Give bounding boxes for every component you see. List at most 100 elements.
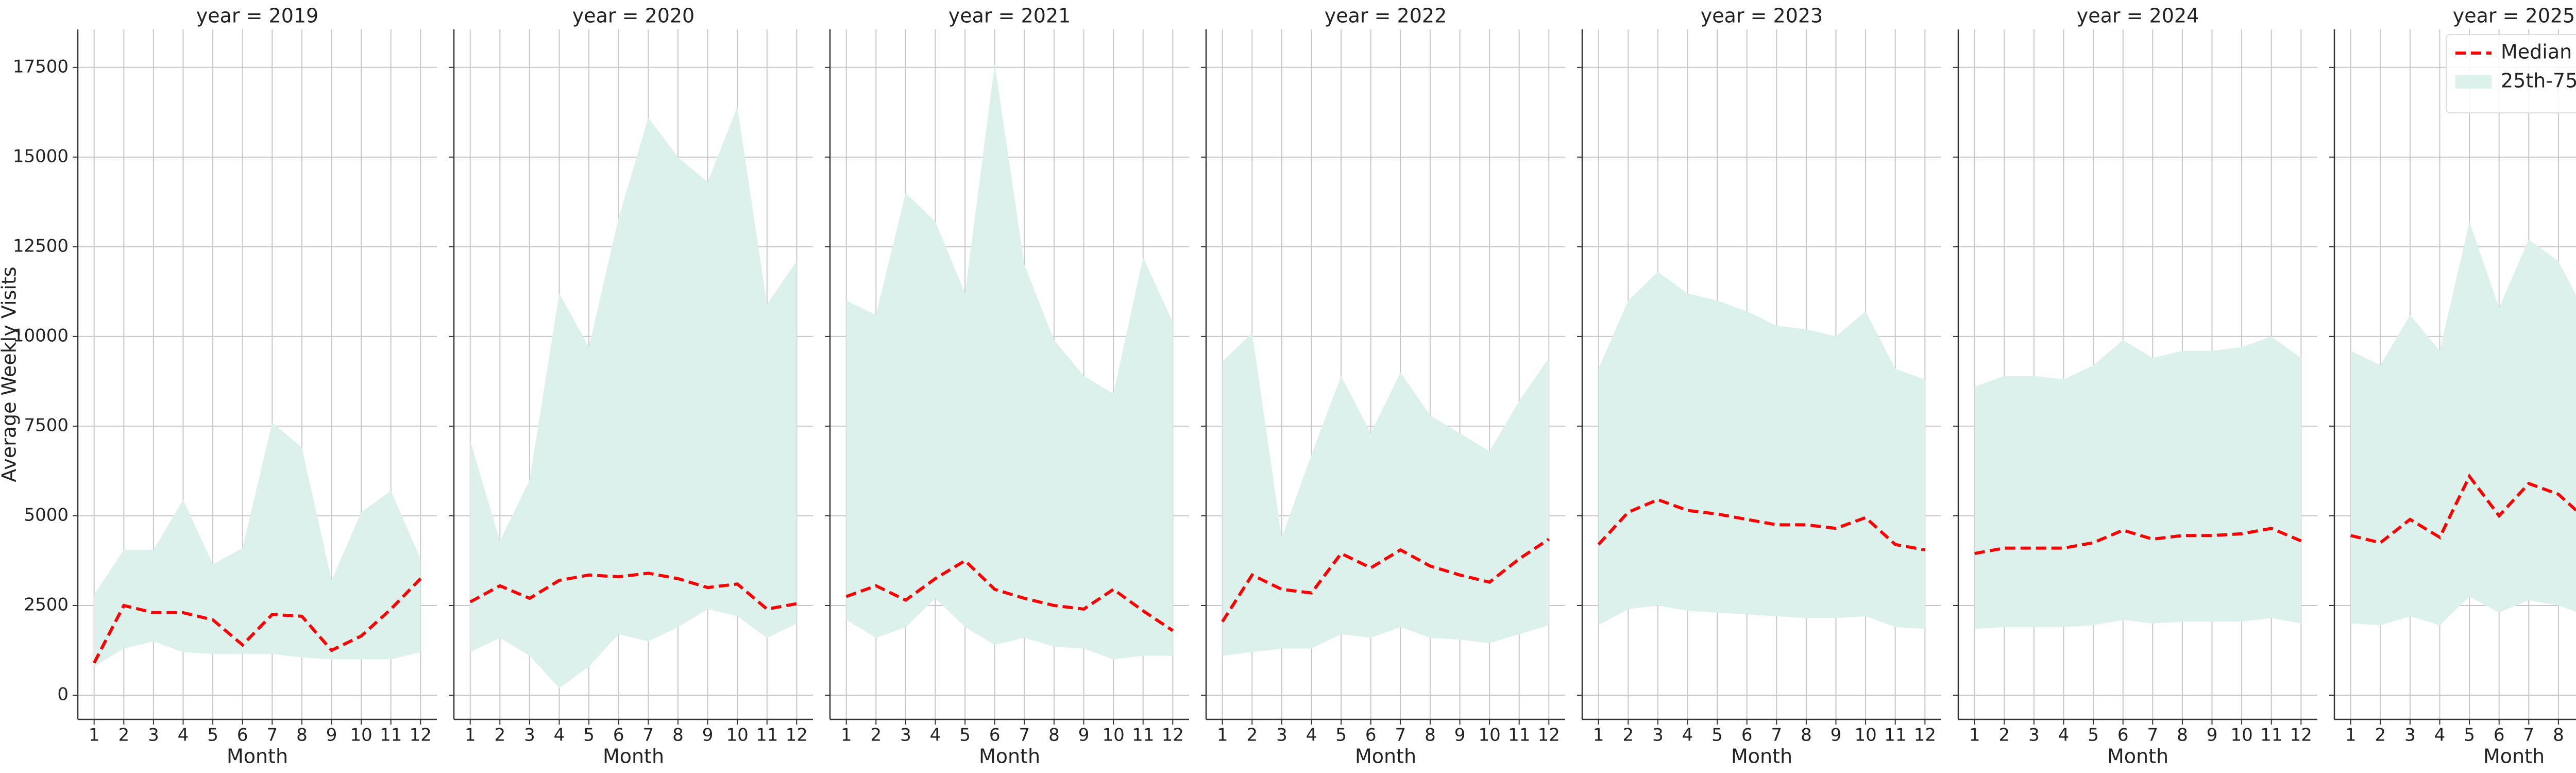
x-tick-label: 4 (1682, 725, 1693, 746)
x-tick-label: 1 (89, 725, 100, 746)
x-tick-label: 1 (1969, 725, 1980, 746)
x-tick-label: 12 (410, 725, 432, 746)
x-tick-label: 10 (350, 725, 372, 746)
x-tick-label: 8 (2553, 725, 2564, 746)
x-tick-label: 11 (1508, 725, 1530, 746)
x-tick-label: 7 (1019, 725, 1030, 746)
median-line (469, 572, 797, 611)
x-tick-label: 10 (2230, 725, 2252, 746)
panel-title: year = 2024 (2077, 5, 2199, 27)
x-tick-label: 3 (1652, 725, 1664, 746)
legend-swatch (2455, 75, 2492, 89)
x-tick-label: 8 (672, 725, 684, 746)
y-tick-label: 2500 (24, 594, 69, 615)
x-axis-label: Month (1355, 745, 1416, 768)
x-tick-label: 5 (959, 725, 971, 746)
x-tick-label: 6 (237, 725, 248, 746)
x-tick-label: 2 (870, 725, 882, 746)
y-tick-label: 7500 (24, 415, 69, 435)
x-tick-label: 7 (1395, 725, 1406, 746)
x-tick-label: 12 (1162, 725, 1184, 746)
x-tick-label: 6 (1365, 725, 1377, 746)
panel-title: year = 2023 (1701, 5, 1823, 27)
percentile-band (470, 107, 797, 688)
x-tick-label: 7 (642, 725, 654, 746)
x-tick-label: 2 (1998, 725, 2010, 746)
x-tick-label: 2 (494, 725, 505, 746)
x-tick-label: 6 (989, 725, 1001, 746)
percentile-band (846, 63, 1173, 660)
x-tick-label: 9 (1454, 725, 1466, 746)
x-tick-label: 12 (1914, 725, 1936, 746)
x-tick-label: 12 (1538, 725, 1560, 746)
x-tick-label: 4 (930, 725, 941, 746)
x-tick-label: 2 (2375, 725, 2386, 746)
panel-title: year = 2022 (1325, 5, 1447, 27)
x-axis-label: Month (2107, 745, 2168, 768)
y-tick-label: 10000 (13, 325, 69, 346)
x-tick-label: 4 (2434, 725, 2446, 746)
x-tick-label: 2 (1622, 725, 1634, 746)
x-tick-label: 1 (465, 725, 476, 746)
x-tick-label: 6 (613, 725, 624, 746)
x-tick-label: 12 (786, 725, 808, 746)
y-axis-label: Average Weekly Visits (0, 266, 21, 482)
x-tick-label: 7 (1771, 725, 1782, 746)
x-axis-label: Month (1731, 745, 1792, 768)
panel-title: year = 2025 (2453, 5, 2575, 27)
x-tick-label: 5 (207, 725, 218, 746)
y-tick-label: 0 (57, 684, 69, 705)
median-line (2350, 473, 2576, 545)
x-tick-label: 3 (2028, 725, 2040, 746)
percentile-band (2350, 222, 2576, 626)
percentile-band (94, 422, 421, 667)
x-tick-label: 11 (380, 725, 402, 746)
x-tick-label: 3 (148, 725, 159, 746)
x-tick-label: 11 (1132, 725, 1154, 746)
panel-title: year = 2019 (196, 5, 318, 27)
x-tick-label: 4 (178, 725, 189, 746)
x-tick-label: 8 (2177, 725, 2188, 746)
panel-title: year = 2020 (572, 5, 694, 27)
x-tick-label: 4 (554, 725, 565, 746)
x-tick-label: 11 (756, 725, 778, 746)
x-tick-label: 8 (1425, 725, 1436, 746)
x-tick-label: 1 (2345, 725, 2357, 746)
x-tick-label: 5 (1711, 725, 1723, 746)
x-tick-label: 7 (2523, 725, 2534, 746)
x-axis-label: Month (2483, 745, 2545, 768)
x-tick-label: 11 (2260, 725, 2282, 746)
x-tick-label: 10 (1102, 725, 1124, 746)
x-tick-label: 5 (1335, 725, 1347, 746)
x-tick-label: 8 (296, 725, 308, 746)
x-tick-label: 9 (2207, 725, 2218, 746)
x-tick-label: 3 (2404, 725, 2416, 746)
x-tick-label: 3 (1276, 725, 1287, 746)
x-tick-label: 9 (702, 725, 714, 746)
x-tick-label: 10 (1478, 725, 1500, 746)
x-tick-label: 2 (1246, 725, 1258, 746)
x-tick-label: 1 (841, 725, 852, 746)
percentile-band (1598, 272, 1925, 629)
x-tick-label: 3 (524, 725, 535, 746)
y-tick-label: 5000 (24, 505, 69, 525)
legend: Median 25th-75th Percentile (2446, 34, 2576, 113)
x-axis-label: Month (603, 745, 664, 768)
x-tick-label: 4 (1306, 725, 1317, 746)
x-tick-label: 9 (1078, 725, 1090, 746)
x-tick-label: 1 (1217, 725, 1228, 746)
x-tick-label: 5 (2464, 725, 2475, 746)
median-line (1974, 527, 2302, 555)
x-tick-label: 8 (1801, 725, 1812, 746)
x-tick-label: 9 (326, 725, 337, 746)
x-tick-label: 9 (1831, 725, 1842, 746)
y-tick-label: 15000 (13, 146, 69, 166)
x-tick-label: 7 (266, 725, 278, 746)
x-tick-label: 4 (2058, 725, 2070, 746)
percentile-band (1974, 336, 2301, 629)
x-tick-label: 5 (583, 725, 595, 746)
median-line (1597, 498, 1925, 552)
x-axis-label: Month (227, 745, 288, 768)
x-tick-label: 2 (118, 725, 129, 746)
